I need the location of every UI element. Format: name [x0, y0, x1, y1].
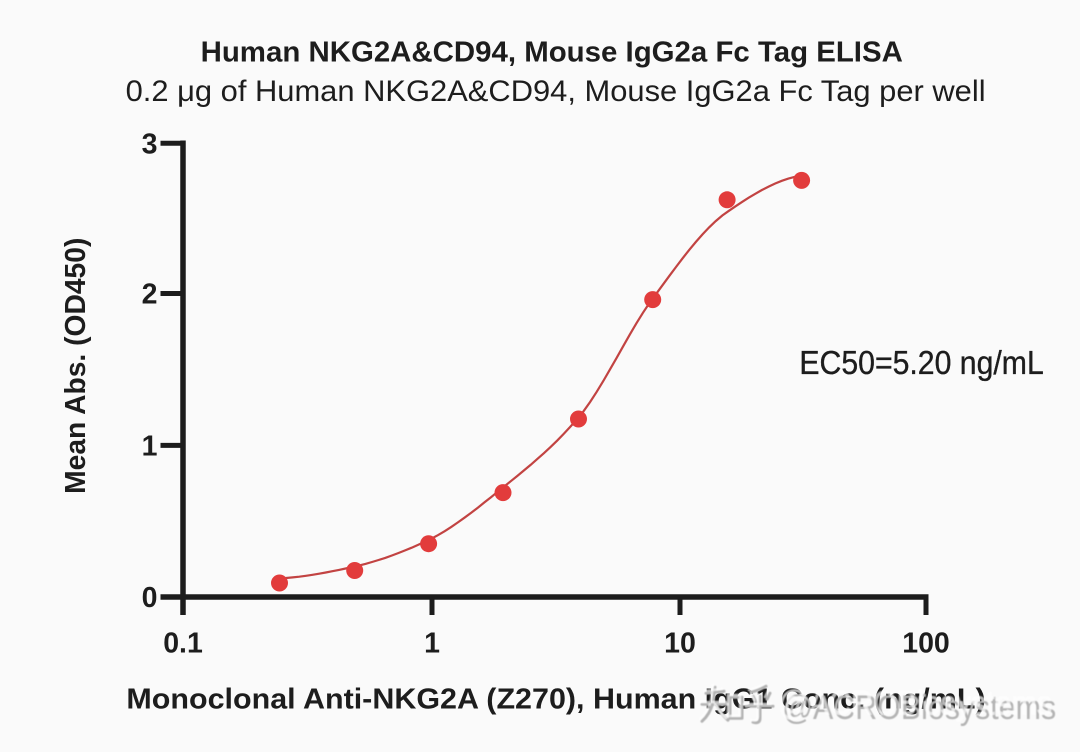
svg-text:1: 1 [424, 628, 440, 660]
svg-text:100: 100 [902, 628, 950, 660]
svg-text:3: 3 [142, 128, 158, 160]
svg-text:0.2 μg of Human NKG2A&CD94, Mo: 0.2 μg of Human NKG2A&CD94, Mouse IgG2a … [126, 75, 986, 107]
svg-text:Monoclonal Anti-NKG2A (Z270),: Monoclonal Anti-NKG2A (Z270), Human IgG1… [126, 683, 985, 715]
svg-text:0: 0 [142, 582, 158, 614]
svg-text:0.1: 0.1 [163, 628, 203, 660]
svg-text:Human NKG2A&CD94, Mouse IgG2a: Human NKG2A&CD94, Mouse IgG2a Fc Tag ELI… [201, 37, 903, 69]
svg-text:EC50=5.20 ng/mL: EC50=5.20 ng/mL [799, 344, 1043, 382]
svg-text:Mean Abs. (OD450): Mean Abs. (OD450) [60, 238, 92, 494]
svg-text:10: 10 [664, 628, 696, 660]
svg-text:2: 2 [142, 279, 158, 311]
svg-text:@ACROBiosystems: @ACROBiosystems [778, 684, 1052, 722]
svg-text:1: 1 [142, 430, 158, 462]
svg-text:@ACROBiosystems: @ACROBiosystems [782, 689, 1056, 727]
